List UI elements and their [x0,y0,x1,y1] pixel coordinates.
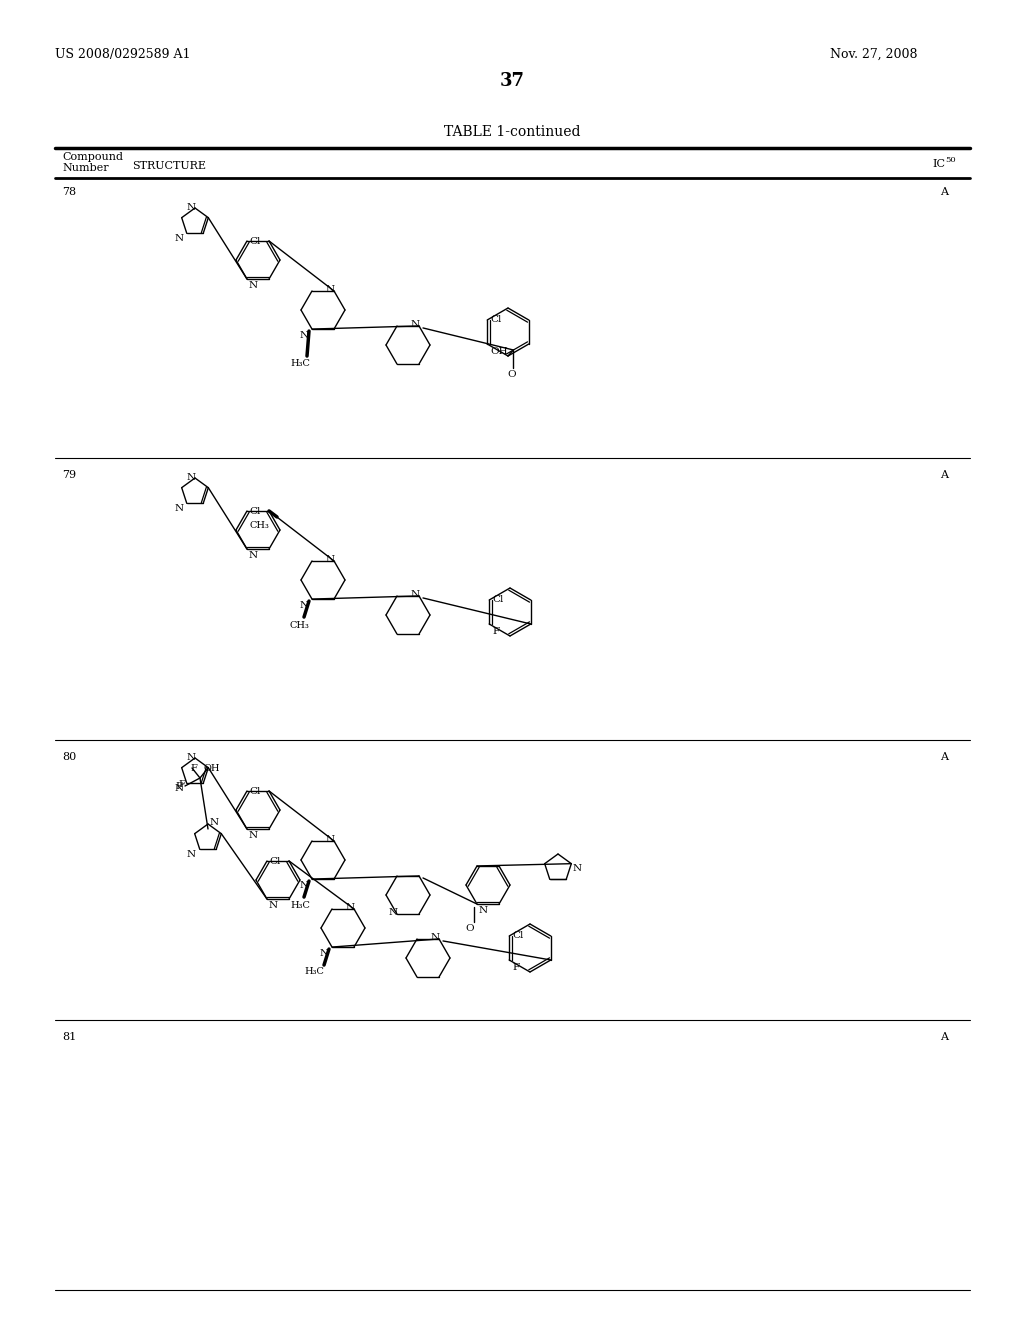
Text: 80: 80 [62,752,76,762]
Text: N: N [300,331,309,341]
Text: N: N [175,504,184,513]
Text: A: A [940,1032,948,1041]
Text: Cl: Cl [493,595,504,605]
Text: N: N [210,818,219,828]
Text: 37: 37 [500,73,524,90]
Text: N: N [319,949,329,958]
Text: N: N [300,880,309,890]
Text: A: A [940,470,948,480]
Text: N: N [186,203,196,213]
Text: N: N [186,473,196,482]
Text: N: N [573,865,582,873]
Text: US 2008/0292589 A1: US 2008/0292589 A1 [55,48,190,61]
Text: N: N [411,319,420,329]
Text: Cl: Cl [269,857,281,866]
Text: N: N [411,590,420,599]
Text: TABLE 1-continued: TABLE 1-continued [443,125,581,139]
Text: O: O [508,370,516,379]
Text: N: N [388,908,397,917]
Text: N: N [175,235,184,243]
Text: N: N [249,550,258,560]
Text: CH₃: CH₃ [249,521,269,529]
Text: H₃C: H₃C [290,359,310,368]
Text: N: N [249,281,258,290]
Text: N: N [268,902,278,909]
Text: F: F [493,627,500,636]
Text: 78: 78 [62,187,76,197]
Text: A: A [940,187,948,197]
Text: N: N [430,933,439,942]
Text: N: N [175,784,184,793]
Text: A: A [940,752,948,762]
Text: N: N [186,752,196,762]
Text: IC: IC [932,158,945,169]
Text: OH: OH [204,764,220,774]
Text: Cl: Cl [249,238,260,246]
Text: N: N [326,554,335,564]
Text: F: F [512,964,519,972]
Text: Cl: Cl [249,787,260,796]
Text: Cl: Cl [249,507,260,516]
Text: STRUCTURE: STRUCTURE [132,161,206,172]
Text: Nov. 27, 2008: Nov. 27, 2008 [830,48,918,61]
Text: Cl: Cl [490,315,502,323]
Text: H₃C: H₃C [290,902,310,909]
Text: Compound: Compound [62,152,123,162]
Text: CH₃: CH₃ [290,620,310,630]
Text: N: N [345,903,354,912]
Text: OH: OH [490,347,508,356]
Text: 79: 79 [62,470,76,480]
Text: N: N [300,601,309,610]
Text: N: N [186,850,196,859]
Text: F: F [178,780,185,789]
Text: F: F [175,781,182,791]
Text: N: N [478,906,487,915]
Text: 81: 81 [62,1032,76,1041]
Text: F: F [190,764,197,774]
Text: N: N [249,832,258,840]
Text: O: O [465,924,474,933]
Text: 50: 50 [945,156,955,164]
Text: N: N [326,285,335,294]
Text: Cl: Cl [512,931,523,940]
Text: H₃C: H₃C [304,968,324,975]
Text: Number: Number [62,162,109,173]
Text: N: N [326,836,335,843]
